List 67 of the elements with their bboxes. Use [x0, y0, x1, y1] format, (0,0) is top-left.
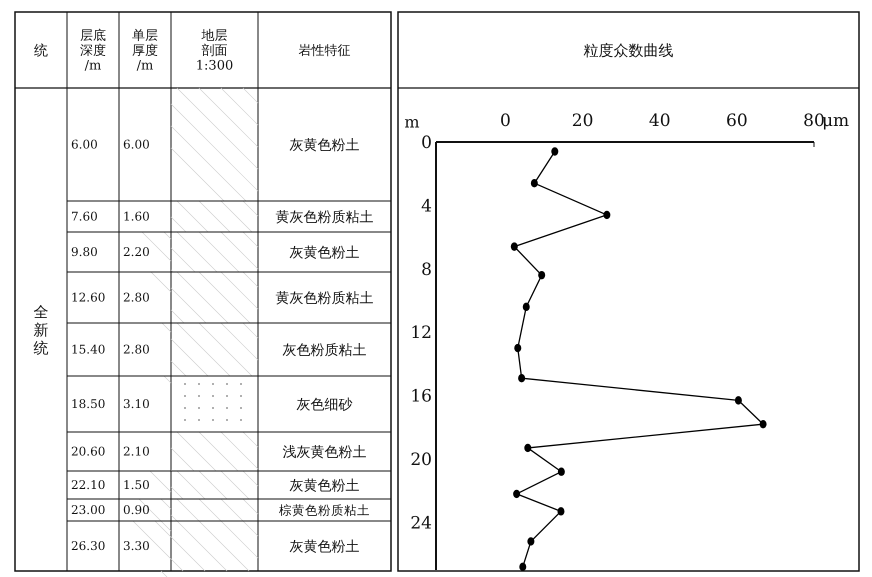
text: 0.90 — [123, 503, 150, 518]
y-tick-label: 0 — [421, 132, 432, 153]
text: 浅灰黄色粉土 — [282, 444, 366, 460]
text: 6.00 — [71, 138, 98, 152]
point — [519, 562, 526, 572]
text: 9.80 — [71, 245, 98, 260]
text: 灰黄色粉土 — [290, 478, 360, 494]
point — [538, 270, 546, 280]
text: 灰色粉质粘土 — [282, 342, 366, 358]
text: 棕黄色粉质粘土 — [279, 502, 370, 518]
point — [734, 396, 742, 405]
point — [551, 147, 558, 156]
text: 2.80 — [123, 342, 150, 357]
text: 层底深度/m — [80, 28, 106, 74]
text: 18.50 — [71, 397, 106, 412]
text: 地层剖面1:300 — [196, 28, 234, 74]
x-tick-label: 60 — [726, 110, 748, 131]
y-tick-label: 12 — [410, 323, 432, 344]
text: 3.10 — [123, 397, 150, 412]
y-tick-label: 24 — [410, 513, 432, 534]
text: 灰黄色粉土 — [290, 244, 360, 261]
text: 1.50 — [123, 478, 150, 492]
text: 2.10 — [123, 444, 150, 459]
y-tick-label: 16 — [410, 386, 432, 407]
text: 全新统 — [34, 302, 48, 357]
point — [518, 374, 526, 382]
y-axis-title: m — [404, 112, 420, 132]
text: 12.60 — [71, 290, 106, 305]
point — [514, 344, 522, 352]
point — [603, 210, 610, 220]
chart-title: 粒度众数曲线 — [584, 41, 674, 60]
text: 15.40 — [71, 342, 106, 357]
text: 灰色细砂 — [296, 396, 352, 413]
text: 黄灰色粉质粘土 — [276, 209, 374, 226]
text: 20.60 — [71, 444, 106, 459]
text: 3.30 — [123, 539, 150, 554]
point — [760, 420, 767, 428]
text: 单层厚度/m — [132, 28, 158, 74]
text: 统 — [34, 42, 48, 59]
y-tick-label: 4 — [421, 196, 432, 216]
x-tick-label: 80 — [803, 110, 825, 131]
y-tick-label: 8 — [421, 260, 432, 280]
point — [513, 490, 520, 498]
point — [558, 468, 565, 476]
text: 26.30 — [71, 539, 106, 554]
text: 灰黄色粉土 — [290, 538, 360, 555]
x-axis-title: μm — [822, 110, 850, 131]
x-tick-label: 20 — [572, 110, 594, 131]
text: 岩性特征 — [298, 44, 350, 59]
point — [530, 179, 538, 188]
text: 1.60 — [123, 210, 150, 224]
y-tick-label: 20 — [410, 450, 432, 470]
text: 23.00 — [71, 503, 106, 518]
text: 6.00 — [123, 138, 150, 152]
text: 7.60 — [71, 210, 98, 224]
point — [524, 444, 532, 452]
text: 22.10 — [71, 478, 106, 492]
point — [510, 242, 518, 251]
text: 2.20 — [123, 245, 150, 260]
point — [527, 537, 534, 546]
x-tick-label: 0 — [500, 110, 511, 131]
point — [557, 507, 564, 516]
point — [522, 302, 530, 312]
text: 黄灰色粉质粘土 — [276, 290, 374, 306]
x-tick-label: 40 — [648, 110, 671, 131]
text: 2.80 — [123, 290, 150, 305]
text: 灰黄色粉土 — [290, 137, 360, 154]
